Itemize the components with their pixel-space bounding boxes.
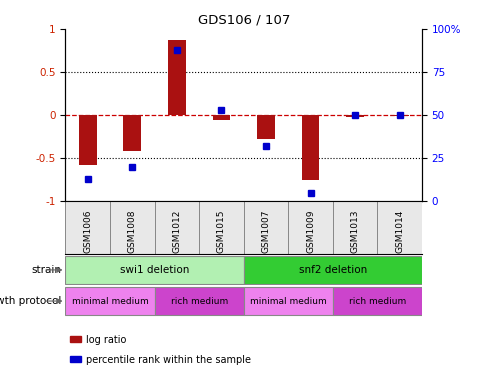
Text: rich medium: rich medium bbox=[348, 296, 405, 306]
Bar bbox=[154, 201, 199, 254]
Bar bbox=[287, 201, 332, 254]
Text: strain: strain bbox=[31, 265, 61, 275]
Text: minimal medium: minimal medium bbox=[72, 296, 148, 306]
Text: GSM1015: GSM1015 bbox=[216, 209, 226, 253]
Text: GSM1006: GSM1006 bbox=[83, 209, 92, 253]
Bar bbox=[257, 115, 274, 139]
Text: GSM1013: GSM1013 bbox=[350, 209, 359, 253]
Bar bbox=[243, 201, 287, 254]
Bar bbox=[243, 256, 421, 284]
Text: swi1 deletion: swi1 deletion bbox=[120, 265, 189, 275]
Text: minimal medium: minimal medium bbox=[249, 296, 326, 306]
Bar bbox=[79, 115, 96, 165]
Bar bbox=[65, 256, 243, 284]
Bar bbox=[390, 115, 408, 116]
Bar bbox=[346, 115, 363, 117]
Text: log ratio: log ratio bbox=[86, 335, 126, 345]
Text: GSM1012: GSM1012 bbox=[172, 209, 181, 253]
Text: GSM1008: GSM1008 bbox=[128, 209, 136, 253]
Bar bbox=[110, 201, 154, 254]
Bar bbox=[123, 115, 141, 152]
Text: GSM1009: GSM1009 bbox=[305, 209, 315, 253]
Text: snf2 deletion: snf2 deletion bbox=[298, 265, 366, 275]
Text: GSM1007: GSM1007 bbox=[261, 209, 270, 253]
Title: GDS106 / 107: GDS106 / 107 bbox=[197, 14, 289, 27]
Bar bbox=[65, 287, 154, 315]
Text: GSM1014: GSM1014 bbox=[394, 209, 403, 253]
Text: rich medium: rich medium bbox=[170, 296, 227, 306]
Bar bbox=[65, 201, 110, 254]
Bar bbox=[212, 115, 230, 120]
Bar bbox=[332, 201, 377, 254]
Bar bbox=[243, 287, 332, 315]
Bar bbox=[167, 41, 185, 115]
Bar bbox=[332, 287, 421, 315]
Bar bbox=[154, 287, 243, 315]
Bar bbox=[377, 201, 421, 254]
Bar bbox=[301, 115, 319, 180]
Text: growth protocol: growth protocol bbox=[0, 296, 61, 306]
Text: percentile rank within the sample: percentile rank within the sample bbox=[86, 355, 250, 365]
Bar bbox=[199, 201, 243, 254]
